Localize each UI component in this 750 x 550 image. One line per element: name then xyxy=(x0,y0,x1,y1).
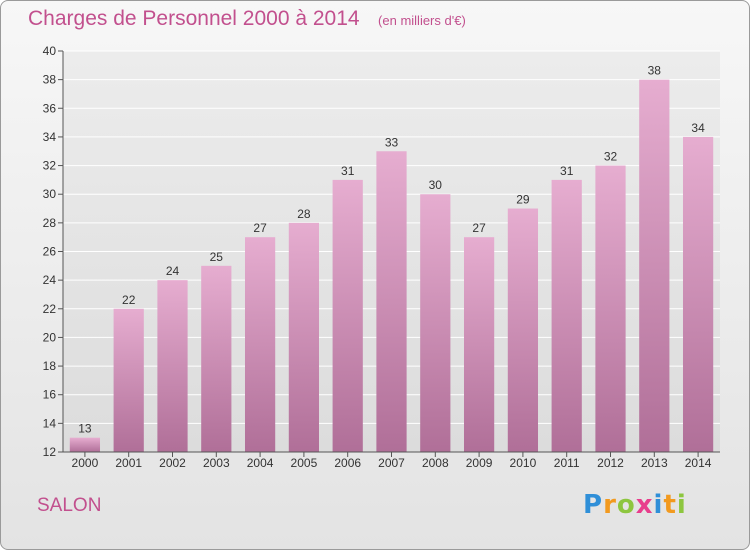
bar-2009 xyxy=(463,237,495,452)
x-tick-label-2008: 2008 xyxy=(422,456,449,470)
y-tick-label-26: 26 xyxy=(43,245,57,259)
brand-letter-4: i xyxy=(653,490,664,520)
x-tick-label-2006: 2006 xyxy=(334,456,361,470)
bar-2005 xyxy=(288,222,320,452)
x-tick-label-2003: 2003 xyxy=(203,456,230,470)
y-tick-label-22: 22 xyxy=(43,302,57,316)
chart-title: Charges de Personnel 2000 à 2014 xyxy=(28,7,360,30)
brand-letter-1: r xyxy=(603,490,617,520)
data-label-2004: 27 xyxy=(253,221,267,235)
bars: 13 22 24 25 27 28 31 33 30 27 29 31 32 38 34 xyxy=(69,64,714,453)
y-tick-label-38: 38 xyxy=(43,73,57,87)
data-label-2011: 31 xyxy=(560,164,574,178)
x-tick-label-2001: 2001 xyxy=(115,456,142,470)
bar-2007 xyxy=(376,151,407,452)
y-tick-label-30: 30 xyxy=(43,187,57,201)
x-tick-label-2004: 2004 xyxy=(247,456,274,470)
brand-letter-5: t xyxy=(663,490,677,520)
brand-letter-6: i xyxy=(676,490,687,520)
x-tick-label-2011: 2011 xyxy=(554,456,580,470)
x-tick-label-2013: 2013 xyxy=(641,456,668,470)
data-label-2013: 38 xyxy=(648,64,662,78)
brand-letter-0: P xyxy=(583,490,604,520)
y-tick-label-18: 18 xyxy=(43,359,57,373)
data-label-2001: 22 xyxy=(122,293,136,307)
bar-2000 xyxy=(69,437,101,452)
y-tick-label-28: 28 xyxy=(43,216,57,230)
y-axis: 12 14 16 18 20 22 24 26 28 30 32 34 36 38 40 xyxy=(43,44,64,459)
chart-subtitle: (en milliers d'€) xyxy=(378,13,466,28)
bar-2001 xyxy=(113,308,144,452)
bar-2012 xyxy=(595,165,626,453)
y-tick-label-40: 40 xyxy=(43,44,57,58)
data-label-2000: 13 xyxy=(78,422,92,436)
x-axis: 2000 2001 2002 2003 2004 2005 2006 2007 2008 2009… xyxy=(63,451,720,470)
x-tick-label-2000: 2000 xyxy=(72,456,99,470)
data-label-2007: 33 xyxy=(385,135,399,149)
bar-2006 xyxy=(332,179,363,452)
x-tick-label-2005: 2005 xyxy=(291,456,318,470)
x-tick-label-2007: 2007 xyxy=(378,456,405,470)
y-tick-label-12: 12 xyxy=(43,445,57,459)
brand-logo: Proxiti xyxy=(583,490,687,520)
title-row: Charges de Personnel 2000 à 2014 (en mil… xyxy=(28,7,466,31)
data-label-2008: 30 xyxy=(429,178,443,192)
y-tick-label-34: 34 xyxy=(43,130,57,144)
y-tick-label-20: 20 xyxy=(43,330,57,344)
y-tick-label-32: 32 xyxy=(43,159,57,173)
y-tick-label-24: 24 xyxy=(43,273,57,287)
data-label-2010: 29 xyxy=(516,193,530,207)
brand-letter-2: o xyxy=(616,490,636,520)
bar-2011 xyxy=(551,179,582,452)
y-tick-label-16: 16 xyxy=(43,388,57,402)
bar-2014 xyxy=(682,136,714,452)
bar-2002 xyxy=(157,280,188,452)
brand-letter-3: x xyxy=(635,490,654,520)
bar-2003 xyxy=(201,265,232,452)
data-label-2002: 24 xyxy=(166,264,180,278)
x-tick-label-2012: 2012 xyxy=(597,456,624,470)
data-label-2014: 34 xyxy=(691,121,705,135)
data-label-2009: 27 xyxy=(472,221,486,235)
data-label-2006: 31 xyxy=(341,164,355,178)
data-label-2003: 25 xyxy=(210,250,224,264)
y-tick-label-14: 14 xyxy=(43,416,57,430)
data-label-2012: 32 xyxy=(604,150,618,164)
bar-2004 xyxy=(244,237,276,452)
bar-2008 xyxy=(420,194,451,452)
bar-2013 xyxy=(639,79,670,453)
x-tick-label-2010: 2010 xyxy=(510,456,537,470)
data-label-2005: 28 xyxy=(297,207,311,221)
x-tick-label-2009: 2009 xyxy=(466,456,493,470)
x-tick-label-2014: 2014 xyxy=(685,456,712,470)
location-label: SALON xyxy=(37,495,102,516)
x-tick-label-2002: 2002 xyxy=(159,456,186,470)
y-tick-label-36: 36 xyxy=(43,101,57,115)
bar-2010 xyxy=(507,208,539,452)
